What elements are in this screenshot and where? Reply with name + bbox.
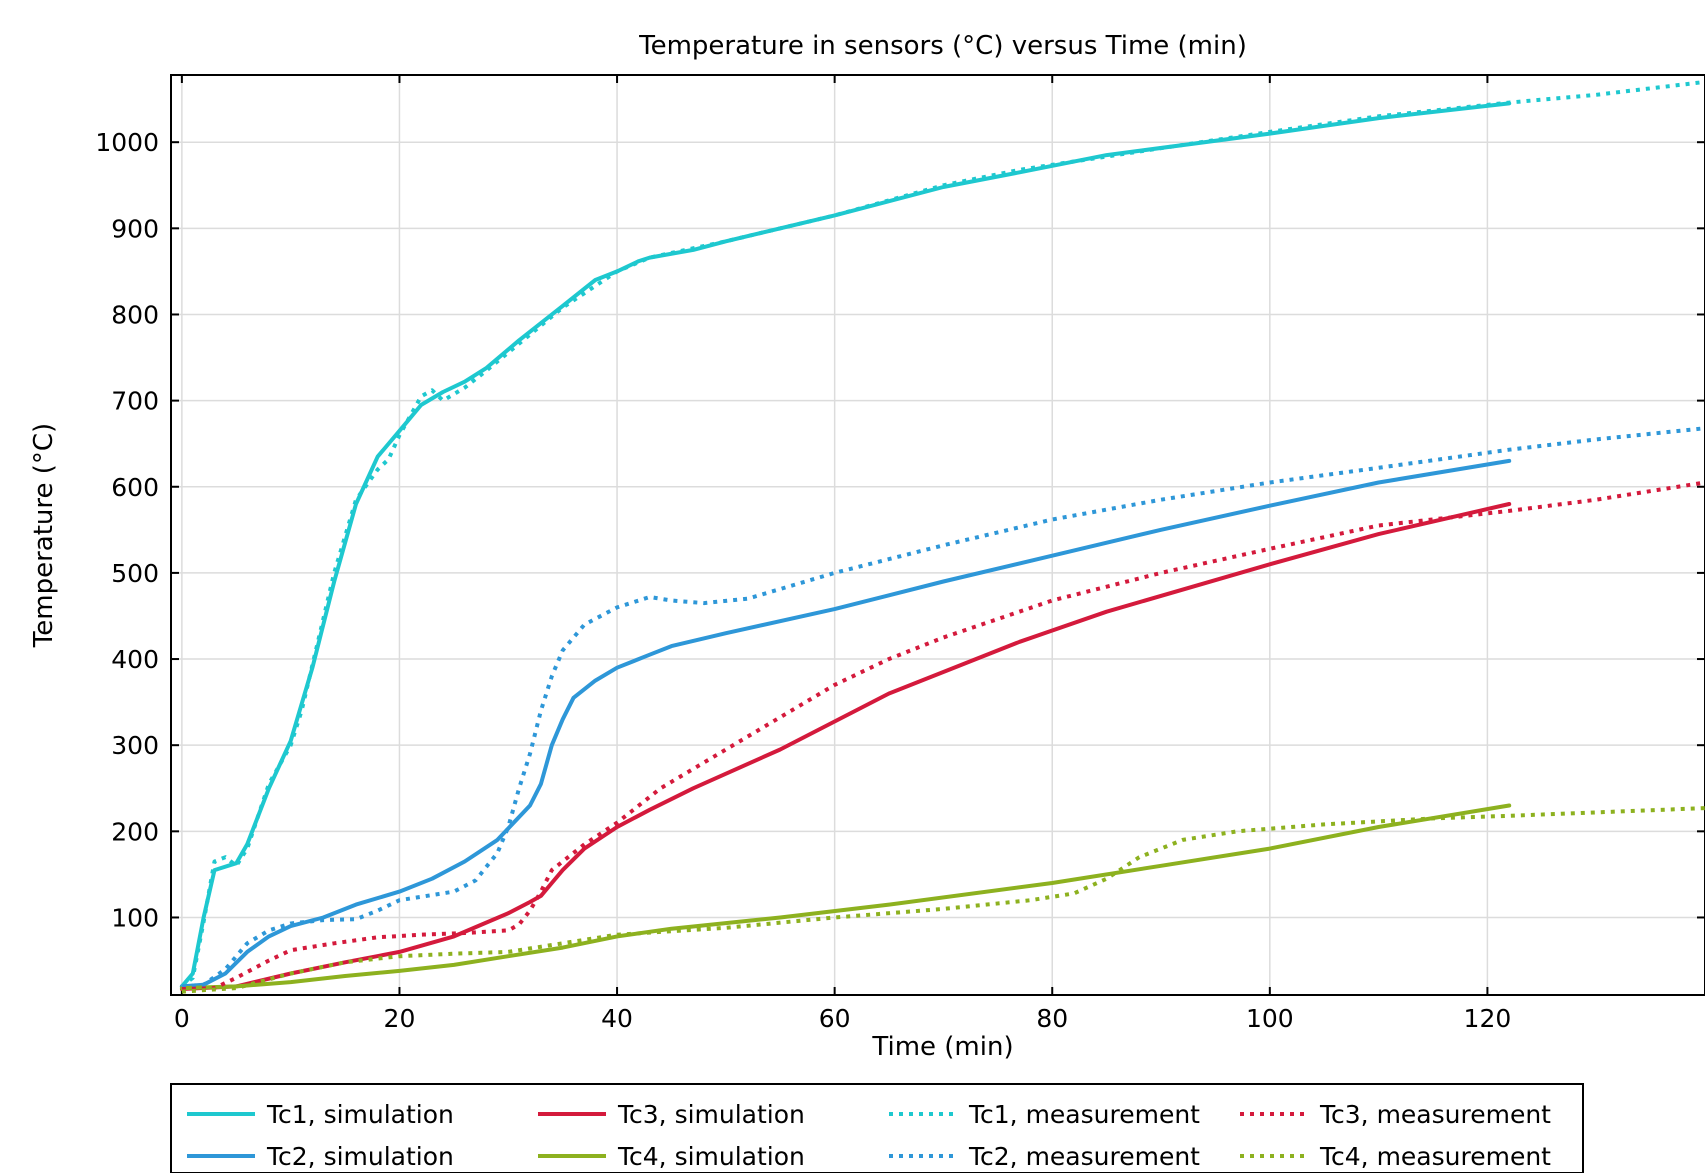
series-line-3 — [179, 502, 1512, 991]
x-axis-label: Time (min) — [871, 1032, 1013, 1062]
plot-frame — [170, 74, 1705, 996]
legend-items: Tc1, simulation Tc2, simulation Tc3, simul… — [187, 1100, 1551, 1171]
legend-label: Tc4, measurement — [1319, 1142, 1551, 1171]
legend-label: Tc3, measurement — [1319, 1100, 1551, 1129]
x-tick-label: 80 — [1036, 1004, 1068, 1033]
y-tick-label: 500 — [111, 559, 159, 588]
y-tick-label: 100 — [111, 903, 159, 932]
x-tick-label: 0 — [174, 1004, 190, 1033]
y-tick-label: 700 — [111, 387, 159, 416]
y-tick-label: 600 — [111, 473, 159, 502]
y-tick-label: 300 — [111, 731, 159, 760]
legend-label: Tc3, simulation — [617, 1100, 805, 1129]
series-line-8 — [181, 806, 1705, 994]
series-line-2 — [179, 458, 1512, 989]
legend-label: Tc4, simulation — [617, 1142, 805, 1171]
x-tick-label: 120 — [1464, 1004, 1512, 1033]
x-tick-label: 100 — [1246, 1004, 1294, 1033]
y-tick-label: 800 — [111, 300, 159, 329]
legend-label: Tc2, measurement — [968, 1142, 1200, 1171]
y-tick-label: 1000 — [95, 128, 159, 157]
x-tick-label: 40 — [601, 1004, 633, 1033]
y-axis-label: Temperature (°C) — [29, 423, 59, 648]
grid — [171, 75, 1705, 995]
series-line-7 — [181, 480, 1705, 991]
series-line-5 — [180, 79, 1705, 988]
legend: Tc1, simulation Tc2, simulation Tc3, simul… — [170, 1083, 1584, 1173]
series-line-1 — [179, 101, 1512, 989]
y-tick-label: 200 — [111, 817, 159, 846]
legend-box — [170, 1083, 1584, 1173]
series-line-4 — [179, 803, 1512, 991]
series-group — [179, 79, 1705, 994]
legend-label: Tc1, simulation — [266, 1100, 454, 1129]
legend-label: Tc2, simulation — [266, 1142, 454, 1171]
legend-label: Tc1, measurement — [968, 1100, 1200, 1129]
x-tick-label: 20 — [384, 1004, 416, 1033]
y-tick-label: 400 — [111, 645, 159, 674]
chart-title: Temperature in sensors (°C) versus Time … — [638, 31, 1247, 61]
x-tick-label: 60 — [819, 1004, 851, 1033]
y-tick-label: 900 — [111, 214, 159, 243]
axis-ticks: 0 20 40 60 80 100 120 100 200 300 400 500 600 700 800 9… — [95, 75, 1705, 1033]
